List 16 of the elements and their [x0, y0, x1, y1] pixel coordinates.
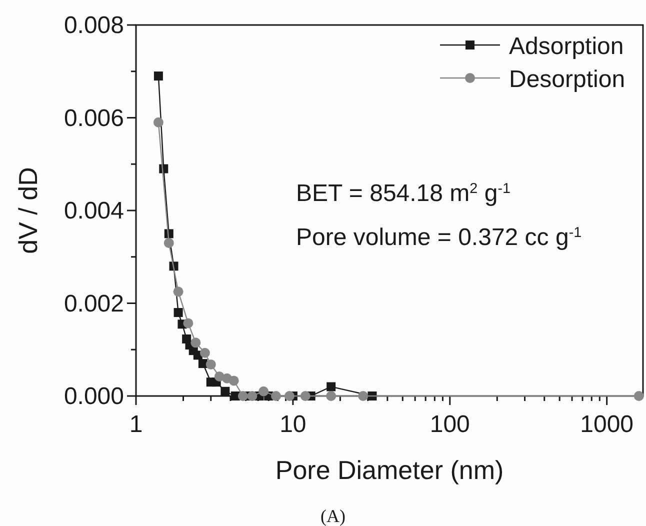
x-tick-label: 10: [280, 411, 306, 438]
annotation: BET = 854.18 m$^{2}$ g$^{-1}$: [296, 180, 510, 207]
y-tick-label: 0.008: [64, 12, 124, 39]
y-tick-label: 0.006: [64, 104, 124, 132]
text: (A): [320, 506, 346, 526]
x-tick-label: 1000: [580, 411, 634, 438]
legend-label: Desorption: [509, 66, 626, 93]
x-tick-label: 100: [430, 411, 470, 438]
x-tick-label: 1: [129, 411, 143, 438]
y-tick-label: 0.004: [64, 198, 124, 224]
y-tick-label: 0.000: [64, 383, 124, 410]
y-axis-title: dV / dD: [13, 167, 43, 254]
y-tick-label: 0.002: [64, 290, 124, 318]
annotation: Pore volume = 0.372 cc g$^{-1}$: [296, 224, 582, 251]
x-axis-title: Pore Diameter (nm): [275, 455, 504, 485]
legend-label: Adsorption: [509, 33, 624, 60]
